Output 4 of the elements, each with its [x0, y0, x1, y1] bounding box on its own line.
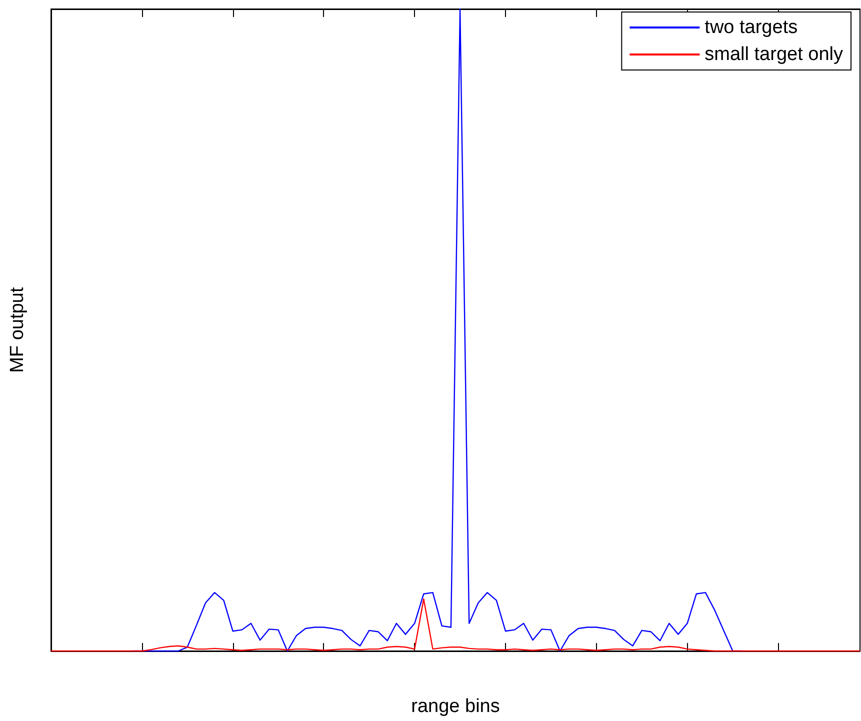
y-axis-title: MF output [7, 286, 28, 373]
legend-label: small target only [704, 44, 844, 65]
x-axis-title: range bins [411, 696, 500, 717]
legend-label: two targets [704, 17, 798, 38]
